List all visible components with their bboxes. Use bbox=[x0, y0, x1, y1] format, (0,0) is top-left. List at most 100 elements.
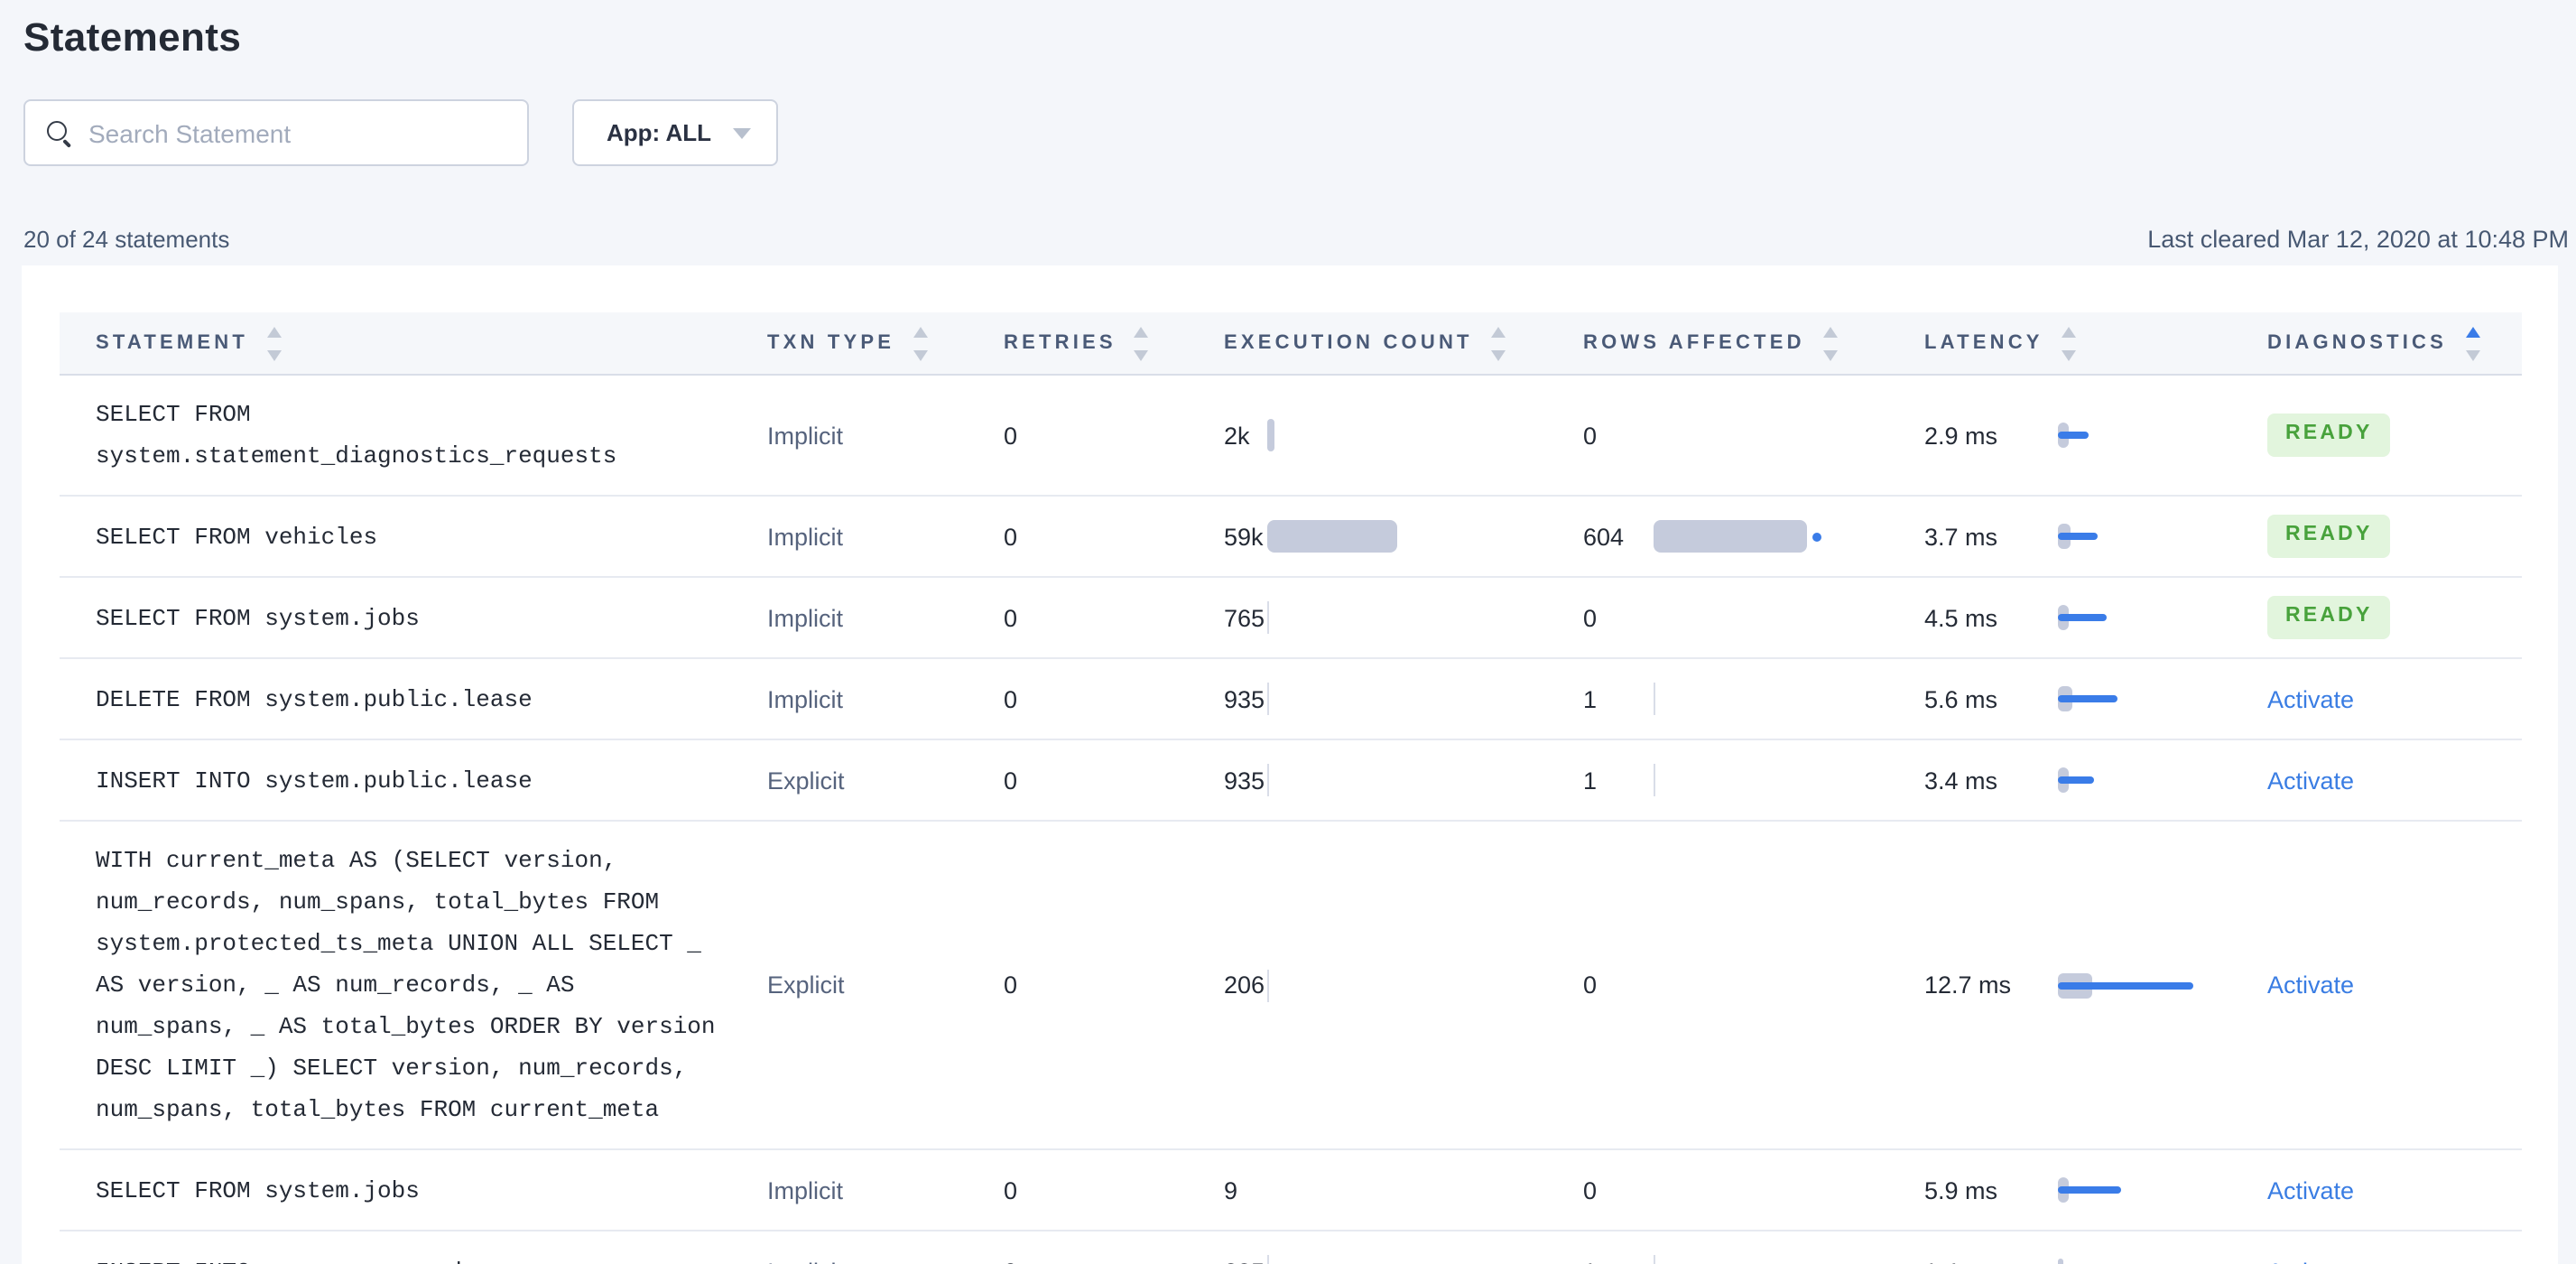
column-header[interactable]: TXN TYPE bbox=[767, 326, 1004, 360]
rows-affected-cell: 1 bbox=[1583, 659, 1924, 739]
statement-text-line[interactable]: system.protected_ts_meta UNION ALL SELEC… bbox=[96, 930, 701, 957]
rows-affected-value: 1 bbox=[1583, 685, 1598, 712]
table-meta-row: 20 of 24 statements Last cleared Mar 12,… bbox=[0, 226, 2576, 253]
statement-text-line[interactable]: INSERT INTO system.public.lease bbox=[96, 767, 533, 794]
latency-bar-chart bbox=[2058, 967, 2267, 1003]
latency-mean-bar bbox=[2058, 776, 2094, 784]
latency-bar-chart bbox=[2058, 1172, 2267, 1208]
diagnostics-activate-link[interactable]: Activate bbox=[2267, 685, 2355, 712]
table-header-row: STATEMENT TXN TYPE RETRIES EXECUTION COU… bbox=[60, 312, 2522, 376]
latency-bar-chart bbox=[2058, 1253, 2267, 1264]
latency-stddev-bar bbox=[2058, 1259, 2063, 1264]
column-header[interactable]: LATENCY bbox=[1924, 326, 2267, 360]
statement-cell[interactable]: SELECT FROM system.jobs bbox=[60, 1151, 767, 1229]
diagnostics-cell: Activate bbox=[2267, 685, 2522, 712]
column-header-label: DIAGNOSTICS bbox=[2267, 332, 2447, 354]
statements-count: 20 of 24 statements bbox=[23, 226, 230, 253]
statement-cell[interactable]: SELECT FROM vehicles bbox=[60, 497, 767, 575]
latency-cell: 3.7 ms bbox=[1924, 497, 2267, 576]
statement-text-line[interactable]: WITH current_meta AS (SELECT version, bbox=[96, 847, 617, 874]
latency-mean-bar bbox=[2058, 981, 2193, 989]
rows-affected-cell: 1 bbox=[1583, 1231, 1924, 1264]
statement-text-line[interactable]: DELETE FROM system.public.lease bbox=[96, 685, 533, 712]
statement-text-line[interactable]: SELECT FROM bbox=[96, 401, 251, 428]
statement-cell[interactable]: SELECT FROM system.jobs bbox=[60, 579, 767, 656]
column-header[interactable]: STATEMENT bbox=[60, 326, 767, 360]
rows-affected-value: 1 bbox=[1583, 1258, 1654, 1264]
execution-count-value: 2k bbox=[1224, 422, 1250, 449]
execution-count-bar bbox=[1267, 520, 1397, 553]
diagnostics-cell: READY bbox=[2267, 515, 2522, 558]
rows-affected-cell: 0 bbox=[1583, 578, 1924, 657]
txn-type-cell: Implicit bbox=[767, 604, 844, 631]
search-input[interactable] bbox=[88, 118, 509, 147]
search-box[interactable] bbox=[23, 99, 529, 166]
sort-arrows-icon bbox=[1134, 326, 1149, 360]
statement-cell[interactable]: SELECT FROM system.statement_diagnostics_… bbox=[60, 376, 767, 495]
execution-count-cell: 9 bbox=[1224, 1150, 1583, 1230]
latency-mean-bar bbox=[2058, 695, 2117, 702]
rows-affected-value: 604 bbox=[1583, 523, 1625, 550]
latency-cell: 12.7 ms bbox=[1924, 945, 2267, 1025]
execution-count-cell: 206 bbox=[1224, 945, 1583, 1025]
statement-text-line[interactable]: num_spans, _ AS total_bytes ORDER BY ver… bbox=[96, 1013, 716, 1040]
statement-text-line[interactable]: SELECT FROM system.jobs bbox=[96, 604, 420, 631]
statement-text-line[interactable]: num_records, num_spans, total_bytes FROM bbox=[96, 888, 660, 915]
sort-arrows-icon bbox=[266, 326, 281, 360]
sort-arrows-icon bbox=[2061, 326, 2076, 360]
sort-arrows-icon bbox=[913, 326, 928, 360]
rows-affected-bar bbox=[1654, 683, 1655, 715]
column-header[interactable]: ROWS AFFECTED bbox=[1583, 326, 1924, 360]
latency-value: 2.9 ms bbox=[1924, 422, 1998, 449]
rows-affected-value: 0 bbox=[1583, 971, 1598, 999]
chevron-down-icon bbox=[733, 127, 751, 138]
statement-text-line[interactable]: SELECT FROM system.jobs bbox=[96, 1176, 420, 1204]
table-row: SELECT FROM system.jobs Implicit 0 765 0… bbox=[60, 578, 2522, 659]
statement-cell[interactable]: WITH current_meta AS (SELECT version, num… bbox=[60, 822, 767, 1148]
execution-count-cell: 765 bbox=[1224, 578, 1583, 657]
diagnostics-cell: Activate bbox=[2267, 1258, 2522, 1264]
execution-count-value: 765 bbox=[1224, 604, 1265, 631]
search-icon bbox=[47, 120, 72, 147]
column-header[interactable]: RETRIES bbox=[1004, 326, 1224, 360]
diagnostics-activate-link[interactable]: Activate bbox=[2267, 971, 2355, 999]
latency-cell: 2.9 ms bbox=[1924, 395, 2267, 475]
statement-text-line[interactable]: DESC LIMIT _) SELECT version, num_record… bbox=[96, 1055, 688, 1082]
statement-text-line[interactable]: SELECT FROM vehicles bbox=[96, 523, 378, 550]
statement-text-line[interactable]: AS version, _ AS num_records, _ AS bbox=[96, 971, 575, 999]
execution-count-value: 935 bbox=[1224, 767, 1265, 794]
latency-cell: 5.6 ms bbox=[1924, 659, 2267, 739]
statement-cell[interactable]: INSERT INTO user_promo_codes bbox=[60, 1232, 767, 1264]
column-header[interactable]: DIAGNOSTICS bbox=[2267, 326, 2522, 360]
latency-cell: 1.4 ms bbox=[1924, 1231, 2267, 1264]
execution-count-cell: 2k bbox=[1224, 395, 1583, 475]
rows-affected-cell: 0 bbox=[1583, 1150, 1924, 1230]
diagnostics-activate-link[interactable]: Activate bbox=[2267, 767, 2355, 794]
column-header[interactable]: EXECUTION COUNT bbox=[1224, 326, 1583, 360]
statement-text-line[interactable]: system.statement_diagnostics_requests bbox=[96, 442, 617, 469]
statement-text-line[interactable]: INSERT INTO user_promo_codes bbox=[96, 1250, 724, 1264]
rows-affected-value: 0 bbox=[1583, 604, 1598, 631]
diagnostics-activate-link[interactable]: Activate bbox=[2267, 1258, 2354, 1264]
diagnostics-cell: READY bbox=[2267, 596, 2522, 639]
app-filter-dropdown[interactable]: App: ALL bbox=[572, 99, 778, 166]
statement-text-line[interactable]: num_spans, total_bytes FROM current_meta bbox=[96, 1096, 660, 1123]
latency-bar-chart bbox=[2058, 681, 2267, 717]
last-cleared-timestamp: Last cleared Mar 12, 2020 at 10:48 PM bbox=[2147, 226, 2569, 253]
execution-count-value: 206 bbox=[1224, 971, 1265, 999]
statement-cell[interactable]: DELETE FROM system.public.lease bbox=[60, 660, 767, 738]
filter-controls: App: ALL bbox=[23, 99, 2576, 166]
diagnostics-cell: Activate bbox=[2267, 971, 2522, 999]
page-title: Statements bbox=[23, 14, 242, 60]
latency-mean-bar bbox=[2058, 614, 2107, 621]
retries-cell: 0 bbox=[1004, 685, 1018, 712]
execution-count-cell: 935 bbox=[1224, 659, 1583, 739]
txn-type-cell: Implicit bbox=[767, 523, 844, 550]
execution-count-bar bbox=[1267, 419, 1274, 451]
sort-arrows-icon bbox=[1490, 326, 1506, 360]
diagnostics-activate-link[interactable]: Activate bbox=[2267, 1176, 2355, 1204]
statement-cell[interactable]: INSERT INTO system.public.lease bbox=[60, 741, 767, 819]
rows-affected-cell: 0 bbox=[1583, 395, 1924, 475]
txn-type-cell: Implicit bbox=[767, 685, 844, 712]
column-header-label: STATEMENT bbox=[96, 332, 248, 354]
